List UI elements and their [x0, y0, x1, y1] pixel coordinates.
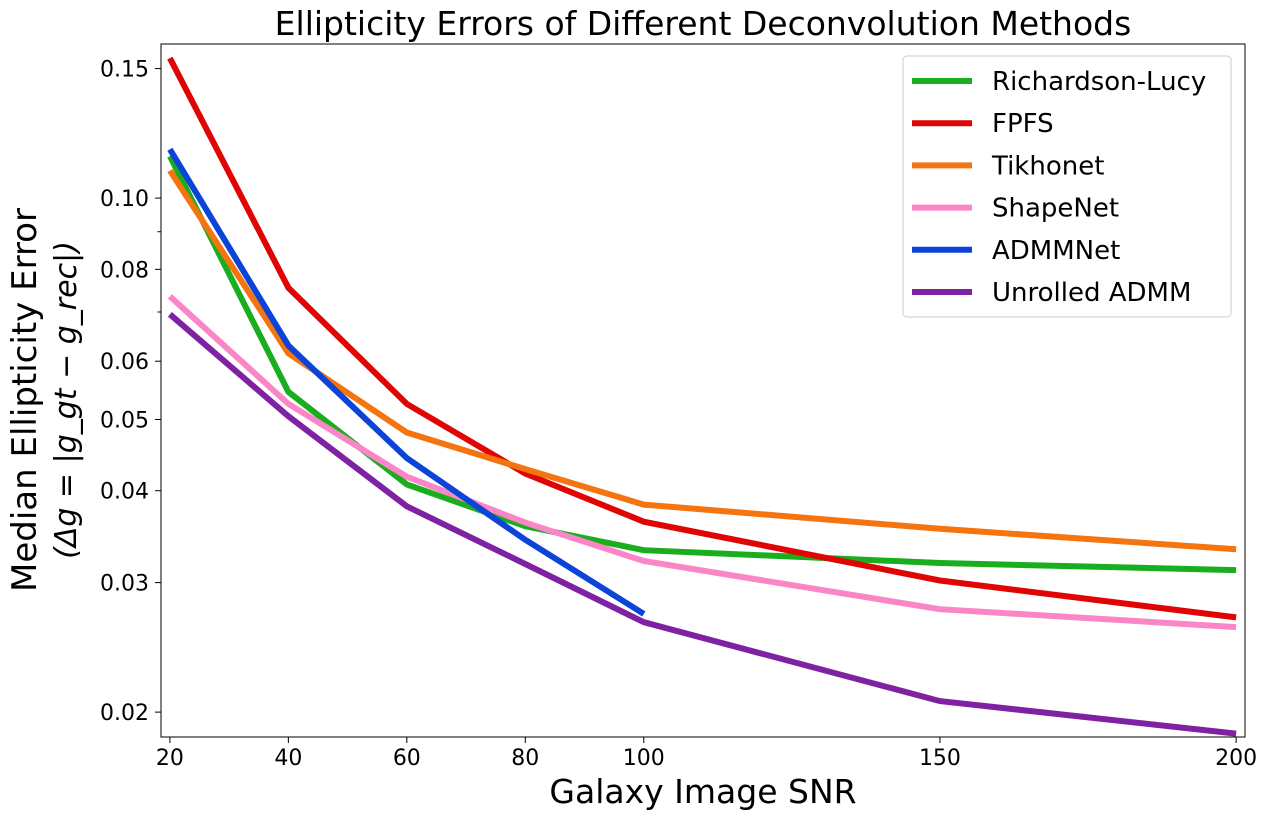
y-tick-label: 0.10 — [100, 187, 149, 212]
chart-title: Ellipticity Errors of Different Deconvol… — [275, 4, 1132, 43]
y-tick-label: 0.08 — [100, 258, 149, 283]
y-tick-label: 0.05 — [100, 408, 149, 433]
y-axis: 0.02 0.03 0.04 0.05 0.06 0.08 0.10 0.15 — [100, 58, 161, 726]
x-tick-label: 100 — [623, 746, 665, 771]
y-axis-label-group: Median Ellipticity Error (Δg = |g_gt − g… — [5, 208, 84, 592]
legend: Richardson-Lucy FPFS Tikhonet ShapeNet ADMMN… — [902, 55, 1232, 318]
legend-label: Tikhonet — [991, 151, 1104, 181]
y-tick-label: 0.06 — [100, 350, 149, 375]
series-line-tikhonet — [167, 168, 1237, 553]
x-tick-label: 20 — [156, 746, 184, 771]
x-tick-label: 200 — [1215, 746, 1257, 771]
series-line-admmnet — [167, 147, 646, 617]
y-axis-label: Median Ellipticity Error — [5, 208, 45, 592]
y-tick-label: 0.04 — [100, 480, 149, 505]
x-axis: 20 40 60 80 100 150 200 — [156, 737, 1257, 771]
x-axis-label: Galaxy Image SNR — [549, 772, 856, 811]
legend-label: Unrolled ADMM — [992, 278, 1191, 308]
legend-label: Richardson-Lucy — [992, 67, 1206, 97]
x-tick-label: 150 — [919, 746, 961, 771]
legend-label: FPFS — [992, 109, 1054, 139]
plot-frame — [160, 43, 1246, 738]
series-line-richardson-lucy — [167, 154, 1237, 574]
y-tick-label: 0.03 — [100, 572, 149, 597]
series-line-unrolled-admm — [167, 312, 1237, 737]
y-tick-label: 0.02 — [100, 701, 149, 726]
x-tick-label: 80 — [511, 746, 539, 771]
x-tick-label: 40 — [274, 746, 302, 771]
series-line-fpfs — [167, 56, 1237, 621]
series-layer — [167, 56, 1237, 737]
legend-label: ADMMNet — [992, 236, 1120, 266]
legend-box — [902, 55, 1232, 318]
x-tick-label: 60 — [393, 746, 421, 771]
y-axis-label-formula: (Δg = |g_gt − g_rec|) — [49, 241, 84, 559]
y-tick-label: 0.15 — [100, 58, 149, 83]
series-line-shapenet — [167, 294, 1237, 631]
legend-label: ShapeNet — [992, 194, 1119, 224]
